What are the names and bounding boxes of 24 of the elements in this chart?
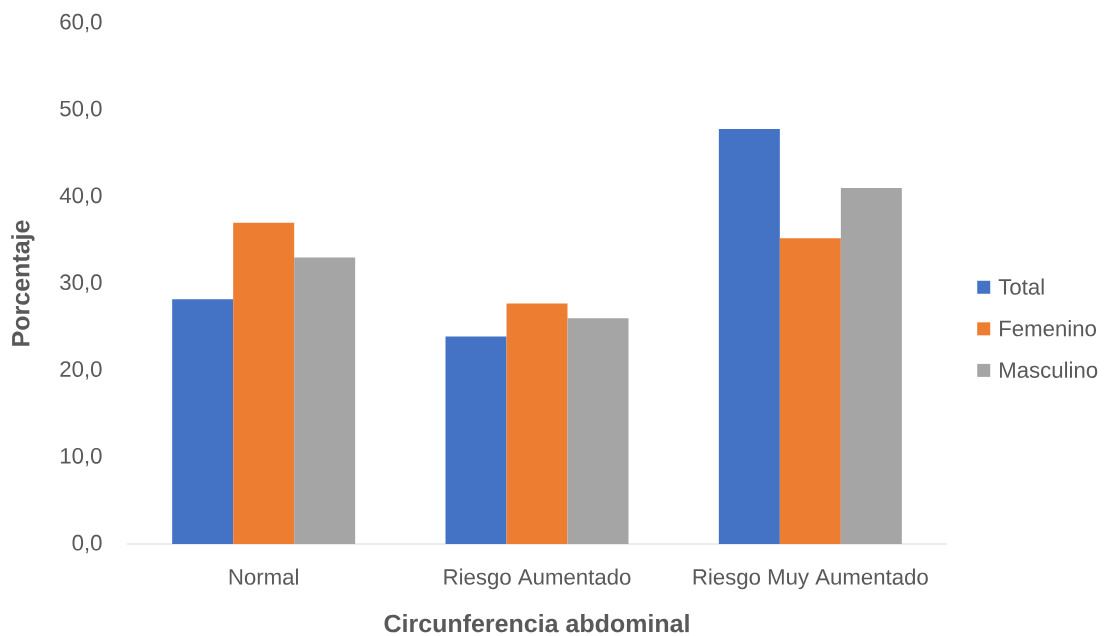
x-tick-label: Normal [229,568,298,585]
x-axis-title: Circunferencia abdominal [384,614,689,633]
y-tick-label: 60,0 [60,13,102,33]
y-tick-label: 30,0 [60,274,102,293]
y-axis-title: Porcentaje [11,220,35,346]
y-tick-label: 50,0 [60,100,102,120]
bar [506,303,568,544]
bar [445,336,507,544]
legend-label: Total [998,278,1044,295]
y-tick-label: 40,0 [59,187,102,206]
y-tick-label: 0,0 [72,534,102,554]
legend-label: Femenino [1000,320,1096,337]
bar [779,238,841,544]
x-tick-label: Riesgo Aumentado [444,568,631,590]
legend-label: Masculino [1000,361,1098,378]
bar [294,257,356,544]
bar [233,222,295,544]
bar [172,299,234,544]
y-tick-label: 20,0 [60,361,102,380]
bar [840,187,902,544]
x-tick-label: Riesgo Muy Aumentado [693,568,928,590]
y-tick-label: 10,0 [60,448,102,467]
bar [567,318,629,544]
bar [718,128,780,544]
